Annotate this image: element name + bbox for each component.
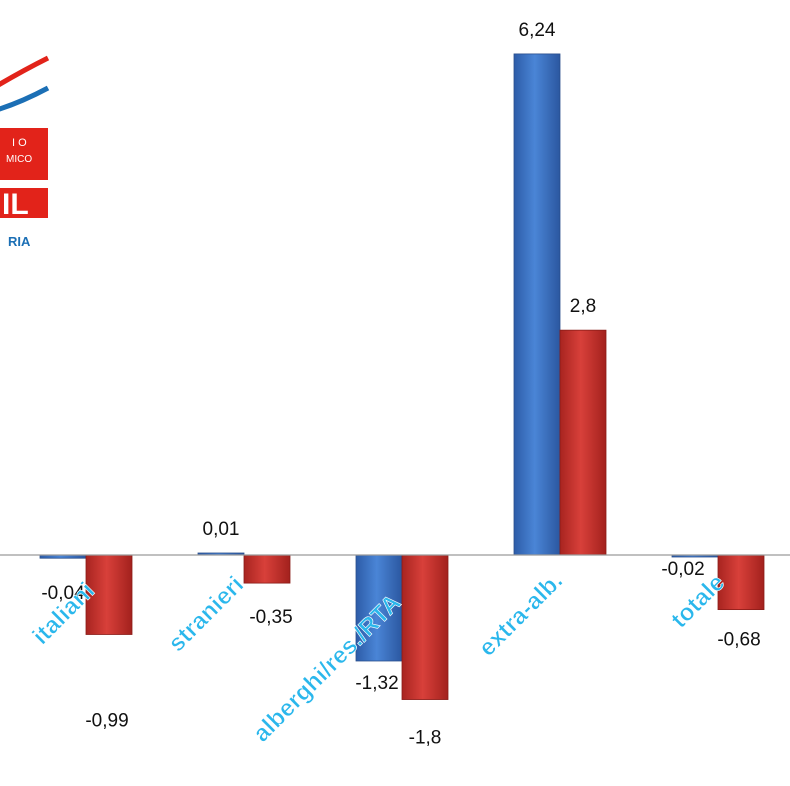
logo-big-block [0,188,48,218]
logo-top-text: I O [12,137,27,149]
bar-series2-1 [243,554,291,584]
value-label-series2-2: -1,8 [409,728,442,749]
category-label-3: extra-alb. [474,567,569,662]
value-label-series1-0: -0,04 [41,583,85,604]
bar-series1-3 [513,53,561,556]
bars-layer [39,53,765,700]
value-label-series2-1: -0,35 [249,607,292,628]
logo-bottom-text: RIA [8,234,31,249]
logo: I O MICO IL RIA [0,0,60,250]
logo-blue-swoosh [0,85,50,112]
value-label-series1-4: -0,02 [661,559,704,580]
logo-graphic: I O MICO IL RIA [0,55,50,249]
value-label-series2-0: -0,99 [85,710,128,731]
logo-red-block [0,128,48,180]
bar-series2-2 [401,554,449,700]
logo-red-swoosh [0,55,50,87]
bar-series1-2 [355,554,403,662]
value-labels-layer: -0,04 0,01 -1,32 6,24 -0,02 -0,99 -0,35 -1,8 2,8… [41,20,760,749]
value-label-series2-3: 2,8 [570,296,596,317]
value-label-series2-4: -0,68 [717,630,760,651]
value-label-series1-1: 0,01 [203,519,240,540]
bar-series2-0 [85,554,133,635]
category-label-1: stranieri [163,571,249,657]
bar-series2-4 [717,554,765,611]
value-label-series1-2: -1,32 [355,673,398,694]
value-label-series1-3: 6,24 [519,20,556,41]
logo-sub-text: MICO [6,154,32,165]
bar-series2-3 [559,329,607,556]
logo-big-text: IL [2,188,29,221]
